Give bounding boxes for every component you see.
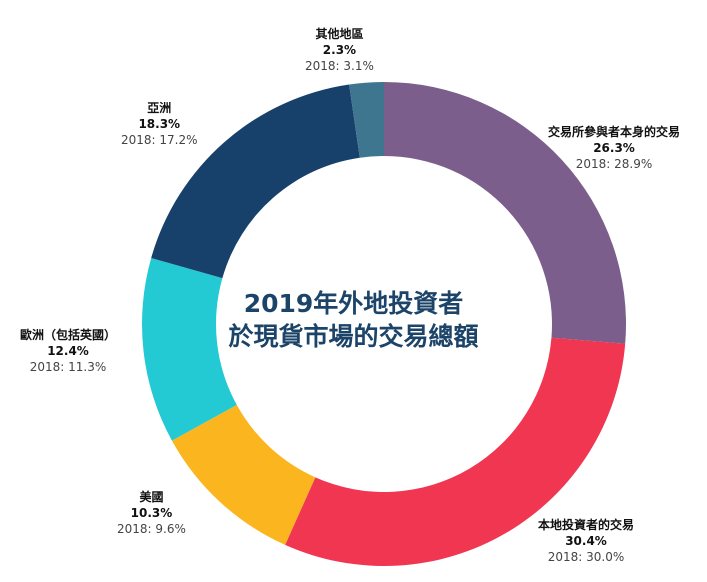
slice-percent: 18.3% <box>138 117 181 131</box>
slice-percent: 26.3% <box>593 141 635 155</box>
slice-previous: 2018: 9.6% <box>117 522 186 536</box>
slice-previous: 2018: 30.0% <box>547 550 625 564</box>
slice-previous: 2018: 3.1% <box>305 59 374 73</box>
label-other-regions: 其他地區 2.3% 2018: 3.1% <box>305 26 374 74</box>
slice-usa <box>171 404 316 545</box>
slice-previous: 2018: 17.2% <box>121 133 198 147</box>
slice-name: 亞洲 <box>147 101 172 115</box>
label-asia: 亞洲 18.3% 2018: 17.2% <box>121 100 198 148</box>
chart-title-line-1: 2019年外地投資者 <box>243 289 464 318</box>
slice-name: 其他地區 <box>315 27 364 41</box>
slice-name: 歐洲（包括英國） <box>20 328 117 342</box>
chart-title-line-2: 於現貨市場的交易總額 <box>228 322 479 351</box>
slice-other-regions <box>349 82 384 158</box>
slice-percent: 30.4% <box>565 534 607 548</box>
slice-asia <box>151 84 360 279</box>
slice-previous: 2018: 11.3% <box>29 360 107 374</box>
slice-previous: 2018: 28.9% <box>575 157 653 171</box>
slice-percent: 12.4% <box>47 344 89 358</box>
label-local-investors: 本地投資者的交易 30.4% 2018: 30.0% <box>538 517 634 565</box>
slice-percent: 2.3% <box>322 43 357 57</box>
label-exchange-participants: 交易所參與者本身的交易 26.3% 2018: 28.9% <box>548 124 680 172</box>
slice-exchange-participants <box>384 82 626 344</box>
slice-name: 美國 <box>139 490 164 504</box>
slice-europe <box>141 257 237 441</box>
slice-local-investors <box>285 337 626 566</box>
label-europe: 歐洲（包括英國） 12.4% 2018: 11.3% <box>20 327 116 375</box>
slice-percent: 10.3% <box>130 506 173 520</box>
slice-name: 交易所參與者本身的交易 <box>548 125 681 139</box>
label-usa: 美國 10.3% 2018: 9.6% <box>117 489 186 537</box>
slice-name: 本地投資者的交易 <box>538 518 635 532</box>
chart-title: 2019年外地投資者 於現貨市場的交易總額 <box>0 287 707 353</box>
